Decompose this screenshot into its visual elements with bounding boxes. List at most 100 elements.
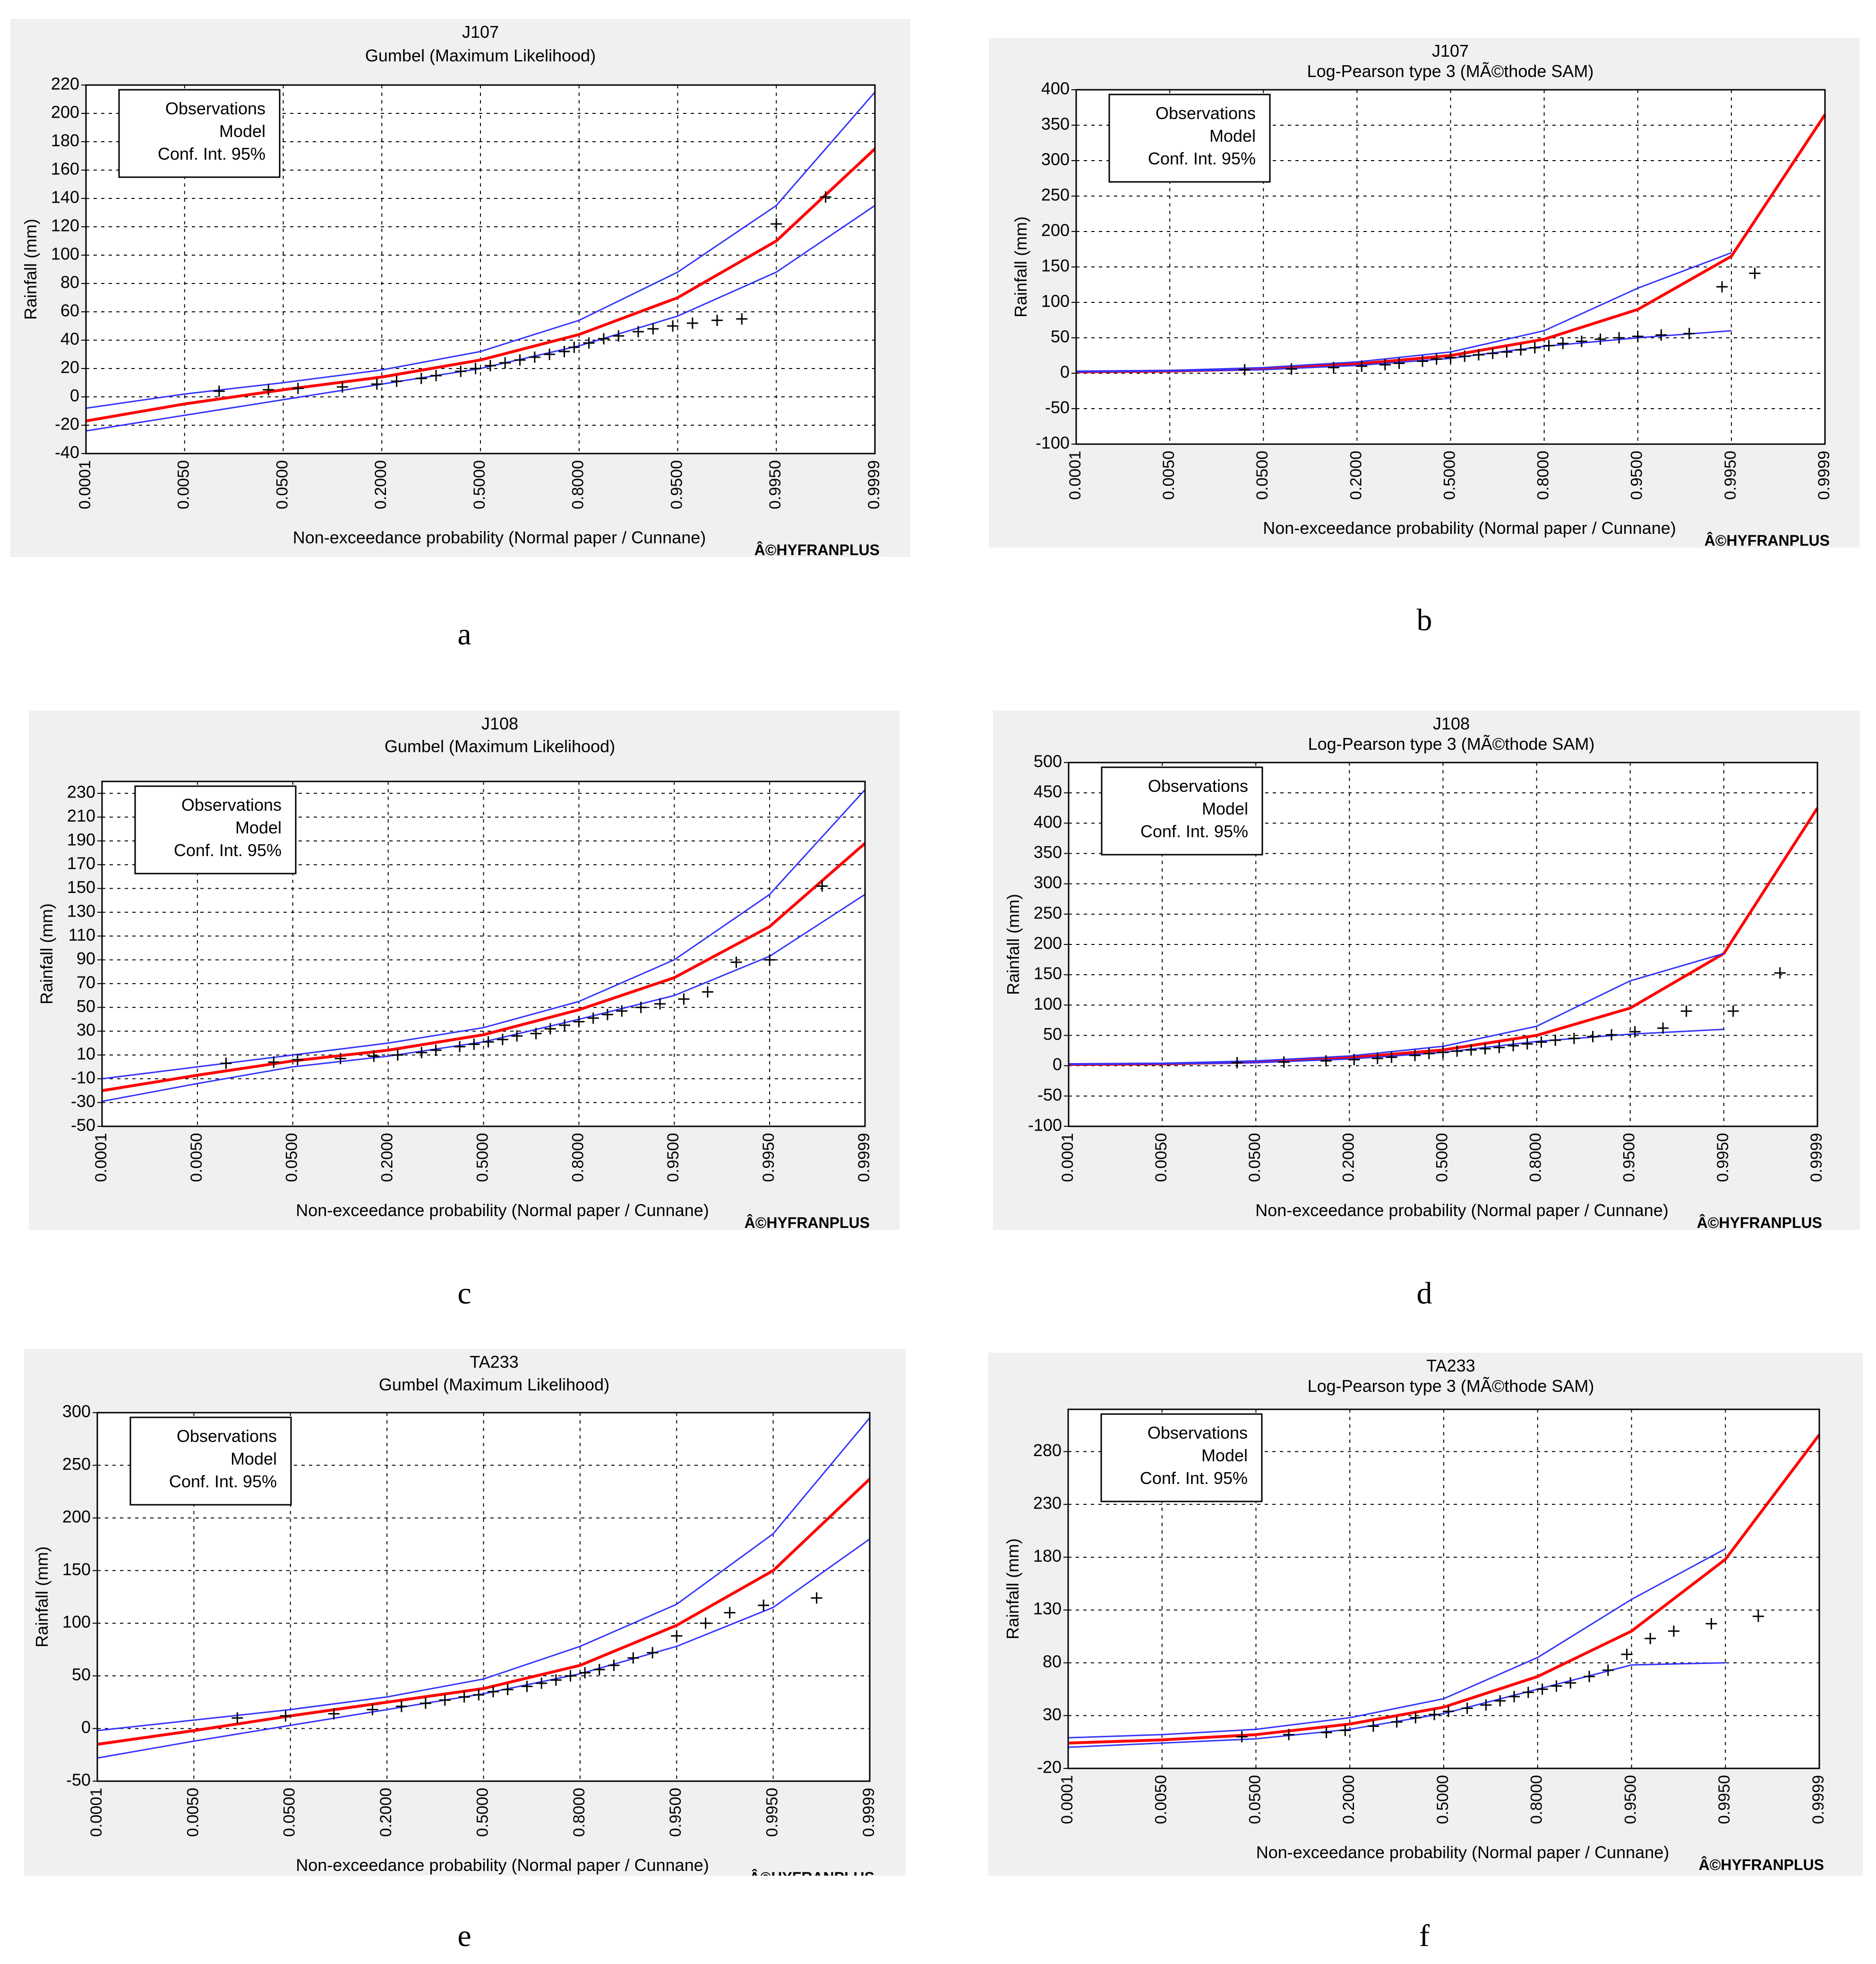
x-tick-label: 0.0001 <box>1066 451 1084 500</box>
x-tick-label: 0.0050 <box>1152 1775 1170 1824</box>
legend: Observations Model Conf. Int. 95% <box>134 785 297 875</box>
observation-point <box>1683 328 1695 339</box>
x-axis-label: Non-exceedance probability (Normal paper… <box>1263 518 1676 538</box>
observation-point <box>1655 329 1667 341</box>
observation-point <box>368 1050 380 1062</box>
observation-point <box>1473 349 1484 360</box>
observation-point <box>336 381 348 393</box>
y-tick-label: 110 <box>69 925 95 944</box>
observation-point <box>430 370 442 381</box>
observation-point <box>573 1016 585 1028</box>
x-tick-label: 0.9500 <box>668 460 685 509</box>
figure-caption-e: e <box>457 1919 471 1953</box>
observation-point <box>601 1009 613 1021</box>
y-tick-label: 0 <box>1060 362 1070 382</box>
copyright-label: Â©HYFRANPLUS <box>754 541 880 557</box>
observation-point <box>1494 1695 1506 1707</box>
chart-method-title: Gumbel (Maximum Likelihood) <box>379 1375 609 1394</box>
observation-point <box>1587 1031 1599 1043</box>
y-axis-label: Rainfall (mm) <box>37 903 56 1004</box>
x-tick-label: 0.2000 <box>377 1788 395 1837</box>
observation-point <box>654 998 666 1010</box>
y-tick-label: -20 <box>55 414 79 434</box>
copyright-label: Â©HYFRANPLUS <box>745 1214 870 1230</box>
observation-point <box>391 376 403 387</box>
legend-item: Model <box>235 818 282 837</box>
observation-point <box>613 330 625 342</box>
observation-point <box>1431 353 1442 365</box>
ci-lower-line <box>1076 330 1731 373</box>
y-tick-label: 450 <box>1034 782 1062 801</box>
observation-point <box>1409 1049 1421 1061</box>
x-tick-label: 0.5000 <box>473 1133 491 1182</box>
ci-upper-line <box>1068 1548 1726 1739</box>
y-tick-label: 70 <box>77 972 95 992</box>
chart-svg-c: J108 Gumbel (Maximum Likelihood) -50 -30 -10… <box>37 714 873 1230</box>
observation-point <box>568 342 580 353</box>
observation-point <box>395 1700 407 1712</box>
observation-point <box>511 1030 523 1042</box>
observation-point <box>544 1023 556 1035</box>
y-tick-label: 140 <box>51 188 79 207</box>
chart-station-title: TA233 <box>1426 1356 1475 1375</box>
observation-point <box>635 1002 647 1013</box>
x-tick-label: 0.9999 <box>865 460 883 509</box>
chart-station-title: TA233 <box>470 1352 518 1372</box>
observation-point <box>367 1704 378 1715</box>
observation-point <box>213 386 225 397</box>
y-tick-label: 220 <box>51 74 79 94</box>
chart-svg-a: J107 Gumbel (Maximum Likelihood) -40 -20 0 20… <box>21 22 883 557</box>
x-tick-label: 0.2000 <box>1340 1775 1358 1824</box>
model-series-line <box>102 842 866 1092</box>
y-tick-label: 0 <box>1053 1055 1062 1074</box>
observation-point <box>1501 346 1513 358</box>
y-tick-label: 300 <box>1034 873 1062 892</box>
observation-point <box>1320 1727 1332 1738</box>
observation-point <box>1657 1022 1669 1034</box>
x-tick-label: 0.9500 <box>1628 451 1646 500</box>
legend: Observations Model Conf. Int. 95% <box>1108 94 1271 183</box>
y-tick-label: -50 <box>66 1770 91 1790</box>
y-axis-label: Rainfall (mm) <box>21 219 40 320</box>
model-series-line <box>86 147 876 422</box>
observation-point <box>1705 1618 1717 1630</box>
observation-point <box>736 313 748 325</box>
y-tick-label: 150 <box>62 1560 91 1579</box>
observation-point <box>1231 1057 1243 1069</box>
observation-point <box>1445 352 1456 363</box>
observation-point <box>1557 338 1569 349</box>
observation-point <box>1393 358 1405 369</box>
x-tick-label: 0.9999 <box>860 1788 878 1837</box>
observation-point <box>454 1041 466 1053</box>
observation-point <box>392 1049 403 1061</box>
figure-caption-a: a <box>457 617 471 652</box>
x-tick-label: 0.9950 <box>1714 1133 1732 1182</box>
observation-point <box>334 1053 346 1064</box>
observation-point <box>1437 1046 1449 1058</box>
chart-station-title: J107 <box>462 22 499 42</box>
observation-point <box>1727 1005 1739 1017</box>
x-tick-label: 0.2000 <box>1339 1133 1357 1182</box>
ci-upper-line <box>97 1417 871 1732</box>
y-tick-label: 30 <box>1043 1705 1062 1724</box>
legend: Observations Model Conf. Int. 95% <box>1101 766 1263 856</box>
x-tick-label: 0.8000 <box>569 460 587 509</box>
observation-point <box>455 366 467 377</box>
chart-panel-d: J108 Log-Pearson type 3 (MÃ©thode SAM) -10… <box>993 711 1860 1230</box>
y-tick-label: 30 <box>77 1020 95 1039</box>
x-tick-label: 0.0001 <box>87 1788 105 1837</box>
observation-point <box>497 1034 508 1046</box>
observation-point <box>647 1647 659 1659</box>
observation-point <box>263 384 274 395</box>
x-tick-label: 0.0050 <box>175 460 193 509</box>
observation-point <box>1508 1691 1520 1702</box>
observation-point <box>1621 1648 1633 1660</box>
y-tick-label: 350 <box>1041 114 1070 134</box>
y-tick-label: 400 <box>1041 79 1070 98</box>
observation-point <box>593 1664 605 1675</box>
plot-frame <box>96 1412 871 1782</box>
copyright-label: Â©HYFRANPLUS <box>1699 1856 1824 1873</box>
observation-point <box>280 1710 291 1722</box>
x-tick-label: 0.2000 <box>378 1133 396 1182</box>
y-tick-label: 40 <box>60 329 79 349</box>
